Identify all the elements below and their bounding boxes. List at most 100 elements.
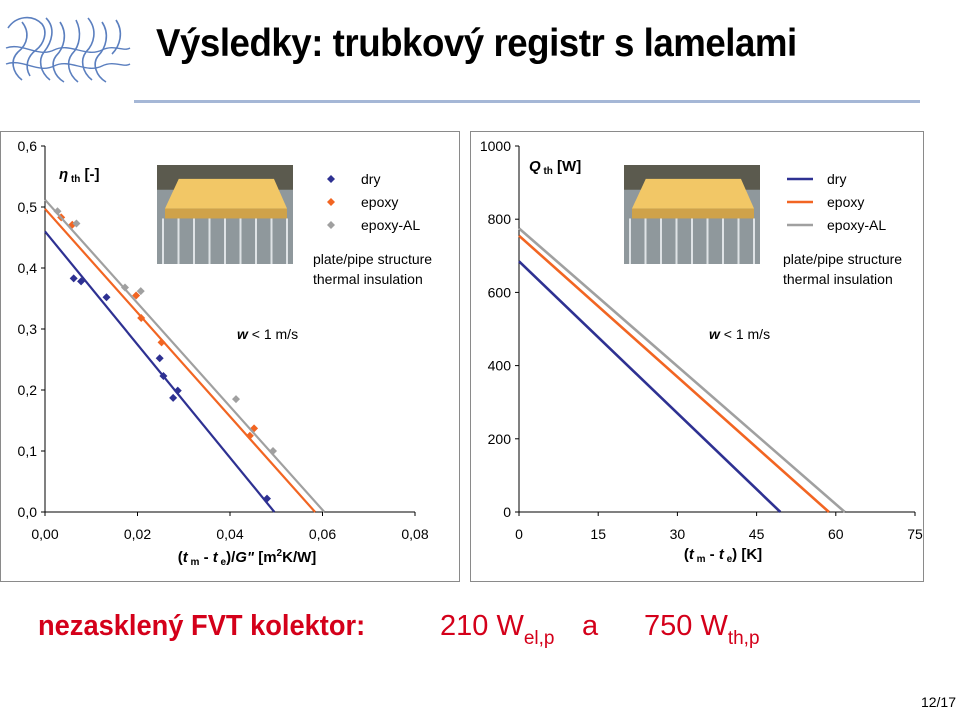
- efficiency-chart-panel: 0,0 0,1 0,2 0,3 0,4 0,5 0,6 0,00 0,02 0,04 0,06 0,0…: [0, 131, 460, 582]
- slide-title: Výsledky: trubkový registr s lamelami: [156, 22, 797, 65]
- efficiency-legend-label: epoxy: [361, 194, 398, 210]
- efficiency-data-point: [69, 274, 78, 283]
- heat-output-x-tick-label: 75: [907, 526, 923, 542]
- heat-output-x-tick-label: 45: [749, 526, 765, 542]
- heat-output-x-tick-label: 15: [590, 526, 606, 542]
- efficiency-y-tick-label: 0,4: [18, 260, 38, 276]
- efficiency-data-point: [155, 354, 164, 363]
- heat-output-x-label: (t m - t e) [K]: [684, 546, 762, 565]
- heat-output-chart-panel: 0 200 400 600 800 1000 0 15 30 45 60 75 Q th [W] (t m…: [470, 131, 924, 582]
- efficiency-legend-marker: [327, 175, 335, 183]
- efficiency-data-point: [102, 293, 111, 302]
- efficiency-photo-plate: [165, 178, 287, 209]
- efficiency-data-point: [121, 283, 130, 292]
- heat-output-annotation-line: thermal insulation: [783, 271, 893, 287]
- efficiency-annotation-line: thermal insulation: [313, 271, 423, 287]
- heat-output-condition-symbol: w: [709, 326, 721, 342]
- heat-output-x-tick-label: 60: [828, 526, 844, 542]
- efficiency-y-tick-label: 0,3: [18, 321, 38, 337]
- heat-output-condition: w < 1 m/s: [709, 326, 770, 342]
- heat-output-photo-plate-edge: [632, 208, 754, 219]
- title-underline: [134, 100, 920, 103]
- efficiency-data-point: [53, 207, 62, 216]
- heat-output-y-label-unit: [W]: [553, 158, 581, 175]
- efficiency-y-tick-label: 0,2: [18, 382, 38, 398]
- heat-output-y-label-subscript: th: [541, 166, 553, 177]
- heat-output-photo: [624, 165, 760, 264]
- page-number: 12/17: [920, 694, 956, 710]
- efficiency-y-tick-label: 0,1: [18, 443, 38, 459]
- summary-conjunction: a: [582, 610, 599, 642]
- efficiency-annotation-line: plate/pipe structure: [313, 251, 432, 267]
- electric-power-value: 210 Wel,p: [440, 610, 554, 650]
- heat-output-y-tick-label: 0: [503, 504, 511, 520]
- heat-output-series-line: [518, 234, 830, 513]
- efficiency-data-point: [72, 219, 81, 228]
- efficiency-data-point: [136, 287, 145, 296]
- efficiency-x-label-open: (: [178, 549, 183, 566]
- efficiency-series-line: [44, 208, 316, 513]
- efficiency-condition-symbol: w: [237, 326, 249, 342]
- efficiency-y-tick-label: 0,0: [18, 504, 38, 520]
- efficiency-x-label-sub1: m: [188, 557, 200, 568]
- efficiency-y-label-unit: [-]: [80, 166, 99, 183]
- heat-output-y-tick-label: 600: [488, 284, 512, 300]
- heat-output-x-label-mid: -: [705, 546, 718, 563]
- efficiency-y-label-subscript: th: [68, 174, 80, 185]
- heat-output-y-tick-label: 200: [488, 431, 512, 447]
- heat-output-x-label-t1: t: [689, 546, 695, 563]
- efficiency-photo: [157, 165, 293, 264]
- summary-label: nezasklený FVT kolektor:: [38, 610, 366, 642]
- efficiency-data-point: [269, 447, 278, 455]
- heat-output-x-label-open: (: [684, 546, 689, 563]
- efficiency-data-point: [77, 277, 86, 286]
- efficiency-y-tick-label: 0,6: [18, 138, 38, 154]
- heat-output-series-line: [518, 227, 846, 513]
- efficiency-data-point: [169, 393, 178, 402]
- heat-output-y-label-symbol: Q: [529, 158, 541, 175]
- efficiency-series-line: [44, 230, 276, 513]
- heat-output-condition-text: < 1 m/s: [720, 326, 770, 342]
- heat-output-y-tick-label: 800: [488, 211, 512, 227]
- heat-output-x-label-t2: t: [719, 546, 725, 563]
- electric-power-number: 210 W: [440, 610, 524, 642]
- heat-output-annotation-line: plate/pipe structure: [783, 251, 902, 267]
- efficiency-x-label-t1: t: [183, 549, 189, 566]
- efficiency-x-tick-label: 0,04: [216, 526, 243, 542]
- efficiency-data-point: [245, 431, 254, 440]
- electric-power-subscript: el,p: [523, 628, 555, 649]
- efficiency-x-label-sub2: e: [218, 557, 227, 568]
- efficiency-x-tick-label: 0,00: [31, 526, 58, 542]
- efficiency-data-point: [132, 291, 141, 300]
- heat-output-legend-label: epoxy: [827, 194, 864, 210]
- heat-output-x-tick-label: 0: [515, 526, 523, 542]
- thermal-power-subscript: th,p: [727, 628, 760, 649]
- efficiency-legend-label: dry: [361, 171, 380, 187]
- efficiency-data-point: [137, 314, 146, 323]
- efficiency-x-label: (t m - t e)/G" [m2K/W]: [178, 548, 317, 568]
- efficiency-condition-text: < 1 m/s: [248, 326, 298, 342]
- efficiency-x-tick-label: 0,02: [124, 526, 151, 542]
- efficiency-data-point: [263, 494, 271, 503]
- heat-output-y-tick-label: 400: [488, 358, 512, 374]
- efficiency-y-tick-label: 0,5: [18, 199, 38, 215]
- efficiency-legend-marker: [327, 198, 335, 206]
- heat-output-y-tick-label: 1000: [480, 138, 511, 154]
- efficiency-y-label: η th [-]: [59, 166, 100, 185]
- university-logo: [5, 16, 131, 83]
- efficiency-x-label-unit-b: K/W]: [282, 549, 316, 566]
- efficiency-x-label-t2: t: [213, 549, 219, 566]
- heat-output-y-label: Q th [W]: [529, 158, 581, 177]
- heat-output-photo-plate: [632, 178, 754, 209]
- thermal-power-value: 750 Wth,p: [644, 610, 760, 650]
- heat-output-legend-label: dry: [827, 171, 846, 187]
- heat-output-x-label-close: ) [K]: [732, 546, 762, 563]
- efficiency-x-tick-label: 0,06: [309, 526, 336, 542]
- efficiency-chart: 0,0 0,1 0,2 0,3 0,4 0,5 0,6 0,00 0,02 0,04 0,06 0,0…: [18, 138, 433, 568]
- efficiency-x-label-mid: -: [199, 549, 212, 566]
- efficiency-x-label-unit-a: [m: [254, 549, 277, 566]
- efficiency-legend-marker: [327, 221, 335, 229]
- efficiency-x-label-sup: 2: [277, 548, 283, 559]
- efficiency-photo-plate-edge: [165, 208, 287, 219]
